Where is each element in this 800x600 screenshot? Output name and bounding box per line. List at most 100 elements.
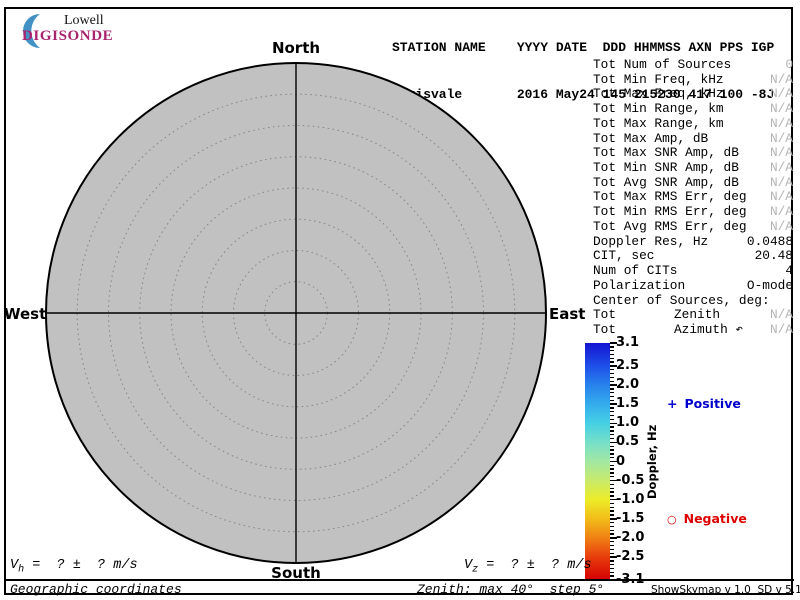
stat-label: Tot Min SNR Amp, dB: [593, 160, 739, 176]
colorbar-tick: [610, 567, 614, 570]
plus-icon: +: [667, 396, 678, 411]
horizontal-velocity-readout: Vh = ? ± ? m/s: [10, 558, 138, 576]
stat-value: O-mode: [746, 277, 793, 293]
colorbar-tick: [610, 525, 614, 528]
stat-row: Doppler Res, Hz 0.0488: [593, 234, 793, 249]
colorbar-tick: [610, 548, 614, 551]
stat-label: Tot Avg SNR Amp, dB: [593, 174, 739, 190]
colorbar-tick: [610, 460, 617, 463]
colorbar-tick: [610, 403, 617, 405]
colorbar-tick: [610, 376, 614, 379]
colorbar-tick: [610, 560, 614, 562]
colorbar-tick: [610, 521, 614, 524]
stat-value: N/A: [769, 145, 793, 161]
colorbar-tick: [610, 476, 614, 478]
stat-label: Tot Max Amp, dB: [593, 130, 709, 146]
stat-row: Tot Avg RMS Err, deg N/A: [593, 219, 793, 234]
stat-value: N/A: [769, 218, 793, 234]
stat-value: N/A: [769, 86, 793, 102]
stat-row: Center of Sources, deg:: [593, 293, 793, 308]
stat-mid-label: Azimuth ↶: [674, 321, 744, 337]
colorbar-tick-label: 2.0: [616, 377, 640, 393]
zenith-range-note: Zenith: max 40° step 5°: [417, 582, 605, 597]
compass-south-label: South: [271, 564, 321, 582]
stat-label: Tot: [593, 321, 617, 337]
colorbar-tick: [610, 564, 614, 566]
lowell-crescent-icon: [22, 13, 40, 48]
stat-label: Doppler Res, Hz: [593, 233, 709, 249]
colorbar-tick: [610, 510, 614, 512]
lowell-digisonde-logo: Lowell DIGISONDE: [12, 10, 127, 50]
stat-row: Tot Max Range, km N/A: [593, 116, 793, 131]
colorbar-tick: [610, 391, 614, 394]
colorbar-tick: [610, 537, 617, 539]
colorbar-tick-label: -1.0: [616, 491, 645, 507]
colorbar-tick: [610, 372, 614, 375]
stat-value: N/A: [769, 160, 793, 176]
colorbar-tick-label: -0.5: [616, 472, 645, 488]
colorbar-tick: [610, 395, 614, 398]
colorbar-tick: [610, 468, 614, 470]
stat-label: CIT, sec: [593, 248, 655, 264]
colorbar-tick: [610, 529, 614, 531]
stat-row: Tot Azimuth ↶ N/A: [593, 322, 793, 337]
colorbar-tick: [610, 445, 614, 447]
colorbar-tick: [610, 479, 617, 482]
colorbar-tick: [610, 434, 614, 436]
station-header-labels: STATION NAME YYYY DATE DDD HHMMSS AXN PP…: [392, 40, 775, 55]
colorbar-tick: [610, 495, 614, 497]
stat-row: Tot Avg SNR Amp, dB N/A: [593, 175, 793, 190]
stat-value: N/A: [769, 204, 793, 220]
colorbar-tick: [610, 441, 617, 444]
colorbar-tick-label: -2.5: [616, 549, 645, 565]
stat-label: Tot Min Range, km: [593, 101, 724, 117]
colorbar-tick: [610, 430, 614, 432]
colorbar-tick: [610, 399, 614, 402]
stat-label: Tot Num of Sources: [593, 57, 732, 72]
colorbar-tick: [610, 472, 614, 474]
colorbar-tick: [610, 342, 617, 344]
positive-doppler-legend: + Positive: [667, 396, 741, 411]
stat-label: Tot: [593, 307, 617, 323]
stat-label: Tot Avg RMS Err, deg: [593, 218, 747, 234]
colorbar-tick-label: -3.1: [616, 572, 645, 587]
statistics-panel: Tot Num of Sources 0 Tot Min Freq, kHz N/A T…: [593, 57, 793, 337]
stat-label: Tot Min Freq, kHz: [593, 71, 724, 87]
logo-name: Lowell: [64, 13, 104, 28]
stat-value: N/A: [769, 321, 793, 337]
stat-mid-label: Zenith: [674, 307, 721, 323]
logo-product: DIGISONDE: [22, 28, 114, 44]
vh-value: = ? ± ? m/s: [24, 558, 138, 573]
positive-label: Positive: [684, 396, 741, 411]
vh-symbol: V: [10, 558, 19, 573]
colorbar-tick: [610, 487, 614, 489]
stat-label: Tot Max Freq, kHz: [593, 86, 724, 102]
colorbar-tick: [610, 499, 617, 501]
colorbar-tick: [610, 518, 617, 520]
stat-value: N/A: [769, 174, 793, 190]
stat-label: Tot Max RMS Err, deg: [593, 189, 747, 205]
vh-subscript: h: [18, 564, 25, 576]
doppler-colorbar: [585, 343, 610, 580]
colorbar-tick: [610, 533, 614, 535]
stat-row: Tot Max Freq, kHz N/A: [593, 86, 793, 101]
stat-label: Tot Min RMS Err, deg: [593, 204, 747, 220]
colorbar-tick: [610, 418, 614, 421]
colorbar-tick: [610, 579, 617, 581]
stat-row: Polarization O-mode: [593, 278, 793, 293]
colorbar-tick: [610, 388, 614, 390]
colorbar-tick: [610, 456, 614, 459]
colorbar-tick: [610, 357, 614, 359]
stat-label: Tot Max Range, km: [593, 115, 724, 131]
coordinate-system-label: Geographic coordinates: [10, 582, 182, 597]
colorbar-tick-label: 1.5: [616, 396, 640, 412]
compass-east-label: East: [549, 305, 586, 323]
stat-label: Center of Sources, deg:: [593, 292, 770, 308]
stat-row: Tot Max Amp, dB N/A: [593, 131, 793, 146]
compass-west-label: West: [4, 305, 47, 323]
colorbar-tick: [610, 422, 617, 424]
stat-value: 20.48: [754, 248, 793, 264]
colorbar-tick: [610, 556, 617, 558]
stat-value: 0.0488: [746, 233, 793, 249]
stat-row: Tot Min SNR Amp, dB N/A: [593, 160, 793, 175]
